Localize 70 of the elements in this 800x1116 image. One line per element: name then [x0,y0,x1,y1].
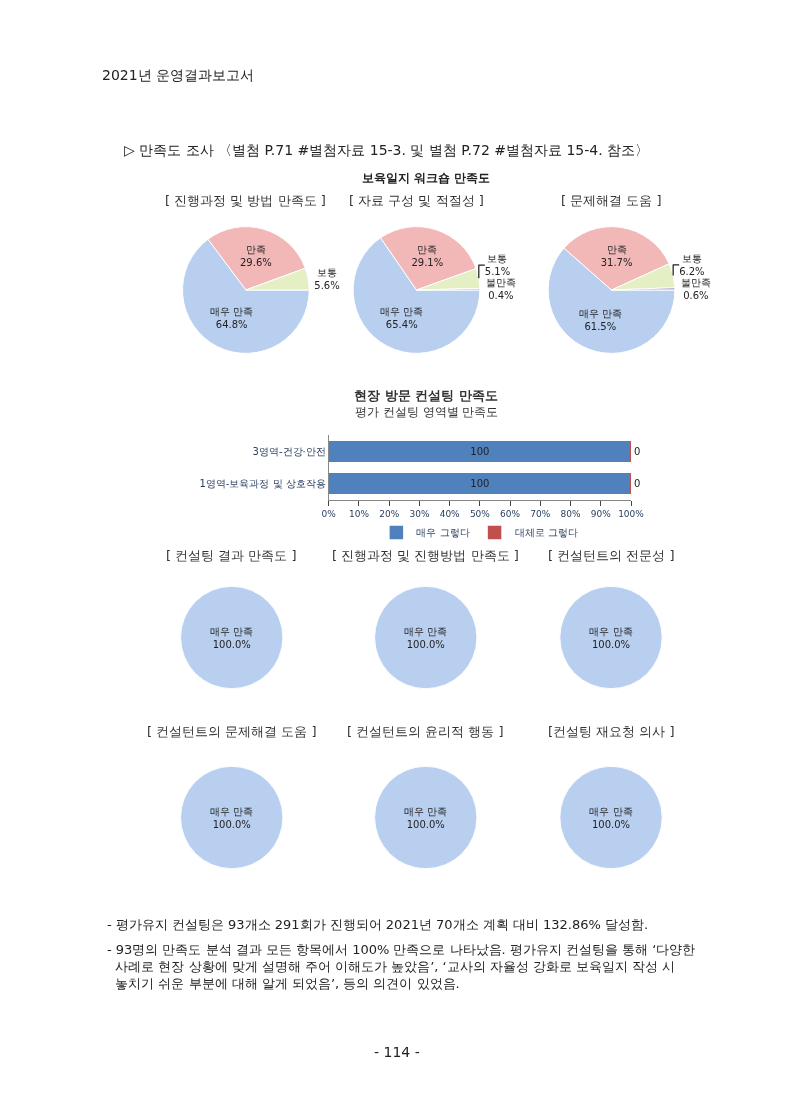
x-tick-label: 100% [618,508,645,519]
x-tick-label: 60% [500,508,521,519]
data-label: 100.0% [591,818,631,830]
slice-label: 매우 만족 [578,307,622,319]
chart-title: [ 컨설턴트의 문제해결 도움 ] [147,724,317,739]
x-tick-label: 80% [560,508,581,519]
data-label: 0.6% [683,289,709,301]
data-label: 0 [634,445,641,457]
data-label: 0 [634,478,641,490]
text: - 평가유지 컨설팅은 93개소 291회가 진행되어 2021년 70개소 계획 대비 132.86% 달성함. [107,917,649,932]
slice-label: 매우 만족 [404,805,448,817]
data-label: 5.6% [314,279,340,291]
y-tick-label: 3영역-건강·안전 [252,445,326,457]
slice-label: 만족 [417,244,438,256]
text: 2021년 운영결과보고서 [102,67,255,83]
data-label: 100 [470,445,490,457]
x-tick-label: 10% [348,508,370,519]
slice-label: 매우 만족 [589,625,633,637]
data-label: 5.1% [484,266,511,278]
chart-title: [ 문제해결 도움 ] [561,193,662,208]
slice-label: 보통 [681,252,702,264]
data-label: 100.0% [212,638,251,650]
legend-label: 대체로 그렇다 [514,527,578,539]
data-label: 31.7% [600,256,633,268]
legend-label: 매우 그렇다 [416,527,470,539]
slice-label: 매우 만족 [589,805,633,817]
data-label: 29.1% [411,257,444,269]
chart-title: 현장 방문 컨설팅 만족도 [354,388,498,403]
data-label: 0.4% [488,290,514,302]
data-label: 29.6% [240,257,272,269]
y-tick-label: 1영역-보육과정 및 상호작용 [199,478,326,490]
x-tick-label: 0% [321,508,337,519]
chart-title: [ 진행과정 및 방법 만족도 ] [165,193,326,208]
chart-subtitle: 평가 컨설팅 영역별 만족도 [355,405,499,419]
slice-label: 매우 만족 [404,625,448,637]
data-label: 100.0% [406,818,445,830]
text: - 93명의 만족도 분석 결과 모든 항목에서 100% 만족으로 나타났음. 평가유지 컨설팅을 통해 ‘다양한 사례로 현장 상황에 맞게 설명해 주어 이해도가 높았음’, ‘교사의 자율성 강화로 보육일지 작성 시 놓치기 쉬운 부분에 대해 알게 되었음’, 등의 의견이 있었음. [107,942,696,991]
text: - 114 - [374,1044,420,1060]
slice-label: 불만족 [680,276,711,288]
slice-label: 매우 만족 [210,306,254,318]
slice-label: 만족 [606,243,627,255]
x-tick-label: 30% [409,508,430,519]
chart-title: [ 컨설턴트의 전문성 ] [548,548,675,563]
chart-title: [ 자료 구성 및 적절성 ] [349,193,484,208]
x-tick-label: 70% [530,508,551,519]
data-label: 100.0% [406,638,445,650]
slice-label: 만족 [245,244,266,256]
chart-title: [ 컨설턴트의 윤리적 행동 ] [347,724,504,739]
chart-title: [ 컨설팅 결과 만족도 ] [166,548,297,563]
data-label: 100 [470,478,490,490]
chart-title: [ 진행과정 및 진행방법 만족도 ] [332,548,519,563]
data-label: 100.0% [212,818,251,830]
slice-label: 매우 만족 [210,805,254,817]
slice-label: 보통 [487,253,508,265]
data-label: 6.2% [679,265,705,277]
x-tick-label: 90% [590,508,612,519]
x-tick-label: 50% [469,508,491,519]
data-label: 65.4% [385,319,418,331]
data-label: 61.5% [584,320,617,332]
x-tick-label: 40% [439,508,461,519]
x-tick-label: 20% [379,508,400,519]
slice-label: 보통 [316,266,337,278]
text: ▷ 만족도 조사 〈별첨 P.71 #별첨자료 15-3. 및 별첨 P.72 #별첨자료 15-4. 참조〉 [124,142,650,158]
data-label: 64.8% [215,319,248,331]
chart-title: [컨설팅 재요청 의사 ] [548,724,675,739]
slice-label: 매우 만족 [380,306,424,318]
slice-label: 매우 만족 [210,625,254,637]
slice-label: 불만족 [485,277,516,289]
data-label: 100.0% [591,638,631,650]
text: 보육일지 워크숍 만족도 [362,171,491,185]
